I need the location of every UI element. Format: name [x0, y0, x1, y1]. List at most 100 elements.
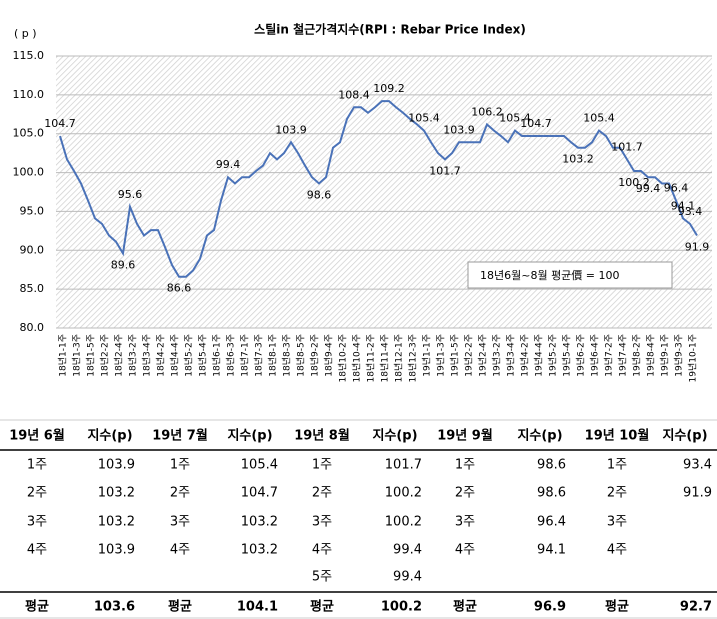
x-tick-label: 19년7-2주: [604, 334, 615, 377]
chart-title: 스틸in 철근가격지수(RPI : Rebar Price Index): [254, 22, 526, 37]
x-tick-label: 19년6-4주: [590, 334, 601, 377]
table-cell: 94.1: [537, 543, 566, 558]
x-tick-label: 19년9-1주: [660, 334, 671, 377]
x-tick-label: 19년4-2주: [520, 334, 531, 377]
y-tick-label: 100.0: [13, 166, 45, 179]
x-tick-label: 18년12-1주: [394, 334, 405, 382]
x-tick-label: 18년2-2주: [100, 334, 111, 377]
data-label: 101.7: [611, 140, 643, 153]
footer-cell: 평균: [605, 599, 629, 615]
x-tick-label: 19년5-2주: [548, 334, 559, 377]
x-tick-label: 18년3-2주: [128, 334, 139, 377]
table-cell: 4주: [607, 543, 627, 558]
data-label: 103.2: [562, 153, 594, 166]
header-cell: 지수(p): [662, 429, 707, 444]
table-cell: 3주: [27, 515, 47, 530]
header-cell: 19년 9월: [437, 428, 493, 444]
table-cell: 1주: [455, 458, 475, 473]
x-tick-label: 19년3-4주: [506, 334, 517, 377]
header-cell: 19년 10월: [585, 428, 650, 444]
footer-cell: 104.1: [237, 600, 278, 615]
footer-cell: 평균: [168, 599, 192, 615]
table-cell: 103.2: [241, 543, 278, 558]
data-label: 98.6: [307, 188, 332, 201]
x-tick-label: 19년1-1주: [422, 334, 433, 377]
data-label: 108.4: [338, 88, 370, 101]
table-cell: 2주: [312, 486, 332, 501]
x-tick-label: 18년1-3주: [72, 334, 83, 377]
note-box: [467, 261, 673, 289]
table-cell: 103.2: [98, 515, 135, 530]
x-tick-label: 19년2-2주: [464, 334, 475, 377]
table-cell: 98.6: [537, 458, 566, 473]
y-tick-label: 110.0: [13, 88, 45, 101]
data-label: 104.7: [44, 117, 76, 130]
data-label: 96.4: [664, 182, 689, 195]
x-tick-label: 18년11-4주: [380, 334, 391, 382]
x-tick-label: 18년7-3주: [254, 334, 265, 377]
data-label: 94.1: [671, 199, 696, 212]
data-label: 101.7: [429, 164, 461, 177]
data-label: 91.9: [685, 241, 710, 254]
table-cell: 98.6: [537, 486, 566, 501]
x-tick-label: 19년3-2주: [492, 334, 503, 377]
data-label: 105.4: [408, 112, 440, 125]
header-cell: 19년 7월: [152, 428, 208, 444]
table-cell: 1주: [170, 458, 190, 473]
x-tick-label: 19년1-3주: [436, 334, 447, 377]
line: [59, 100, 698, 278]
x-tick-label: 18년1-5주: [86, 334, 97, 377]
header-cell: 지수(p): [372, 429, 417, 444]
data-label: 103.9: [443, 123, 475, 136]
x-tick-label: 18년2-4주: [114, 334, 125, 377]
y-tick-label: 80.0: [20, 321, 45, 334]
data-label: 99.4: [216, 158, 241, 171]
x-tick-label: 19년8-4주: [646, 334, 657, 377]
data-label: 106.2: [471, 105, 503, 118]
table-cell: 4주: [455, 543, 475, 558]
table-cell: 103.9: [98, 543, 135, 558]
x-tick-label: 18년6-3주: [226, 334, 237, 377]
table-cell: 104.7: [241, 486, 278, 501]
data-label: 105.4: [583, 112, 615, 125]
x-tick-label: 18년9-4주: [324, 334, 335, 377]
x-tick-label: 18년3-4주: [142, 334, 153, 377]
data-label: 93.4: [678, 205, 703, 218]
table-cell: 1주: [312, 458, 332, 473]
table-cell: 3주: [312, 515, 332, 530]
table-cell: 2주: [170, 486, 190, 501]
table-cell: 4주: [27, 543, 47, 558]
y-tick-label: 105.0: [13, 127, 45, 140]
x-tick-label: 18년10-4주: [352, 334, 363, 382]
table-cell: 2주: [607, 486, 627, 501]
header-cell: 지수(p): [87, 429, 132, 444]
data-label: 109.2: [373, 82, 405, 95]
header-cell: 지수(p): [517, 429, 562, 444]
x-tick-label: 19년2-4주: [478, 334, 489, 377]
footer-cell: 평균: [310, 599, 334, 615]
x-tick-label: 18년9-2주: [310, 334, 321, 377]
data-label: 104.7: [520, 117, 552, 130]
header-cell: 지수(p): [227, 429, 272, 444]
table-cell: 93.4: [683, 458, 712, 473]
header-cell: 19년 6월: [9, 428, 65, 444]
x-tick-label: 18년10-2주: [338, 334, 349, 382]
x-tick-label: 18년4-4주: [170, 334, 181, 377]
x-tick-label: 18년6-1주: [212, 334, 223, 377]
x-tick-label: 19년9-3주: [674, 334, 685, 377]
y-tick-label: 90.0: [20, 243, 45, 256]
table-cell: 5주: [312, 570, 332, 585]
x-tick-label: 18년5-2주: [184, 334, 195, 377]
table-cell: 4주: [170, 543, 190, 558]
x-tick-label: 18년12-3주: [408, 334, 419, 382]
table-cell: 1주: [607, 458, 627, 473]
table-cell: 2주: [27, 486, 47, 501]
table-cell: 100.2: [385, 515, 422, 530]
x-tick-label: 18년8-5주: [296, 334, 307, 377]
table-cell: 3주: [455, 515, 475, 530]
note: 18년6월~8월 평균價 = 100: [480, 268, 620, 282]
table-cell: 99.4: [393, 570, 422, 585]
x-tick-label: 19년6-2주: [576, 334, 587, 377]
table-cell: 105.4: [241, 458, 278, 473]
header-cell: 19년 8월: [294, 428, 350, 444]
